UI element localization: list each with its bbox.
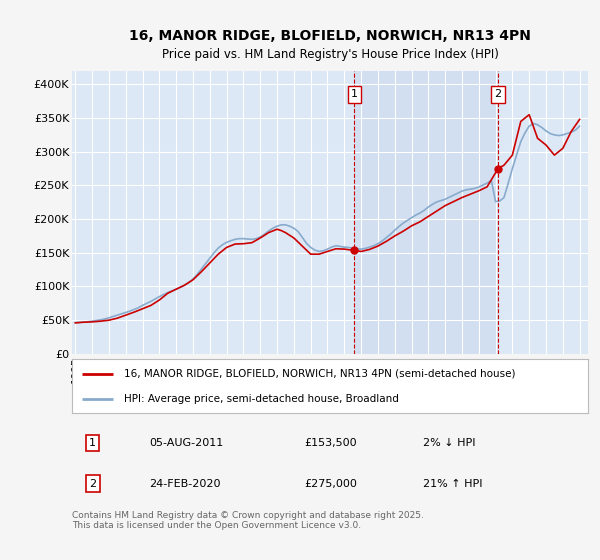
- Text: 16, MANOR RIDGE, BLOFIELD, NORWICH, NR13 4PN (semi-detached house): 16, MANOR RIDGE, BLOFIELD, NORWICH, NR13…: [124, 368, 515, 379]
- Text: 2% ↓ HPI: 2% ↓ HPI: [423, 438, 475, 448]
- Text: 2: 2: [89, 479, 96, 489]
- Text: 1: 1: [89, 438, 96, 448]
- Text: 21% ↑ HPI: 21% ↑ HPI: [423, 479, 482, 489]
- Text: Contains HM Land Registry data © Crown copyright and database right 2025.
This d: Contains HM Land Registry data © Crown c…: [72, 511, 424, 530]
- Text: 1: 1: [351, 90, 358, 100]
- Text: 2: 2: [494, 90, 502, 100]
- Text: Price paid vs. HM Land Registry's House Price Index (HPI): Price paid vs. HM Land Registry's House …: [161, 48, 499, 61]
- Text: £153,500: £153,500: [304, 438, 357, 448]
- Text: 16, MANOR RIDGE, BLOFIELD, NORWICH, NR13 4PN: 16, MANOR RIDGE, BLOFIELD, NORWICH, NR13…: [129, 29, 531, 43]
- Bar: [355, 71, 498, 354]
- Text: 24-FEB-2020: 24-FEB-2020: [149, 479, 221, 489]
- Text: HPI: Average price, semi-detached house, Broadland: HPI: Average price, semi-detached house,…: [124, 394, 398, 404]
- Text: £275,000: £275,000: [304, 479, 357, 489]
- Text: 05-AUG-2011: 05-AUG-2011: [149, 438, 224, 448]
